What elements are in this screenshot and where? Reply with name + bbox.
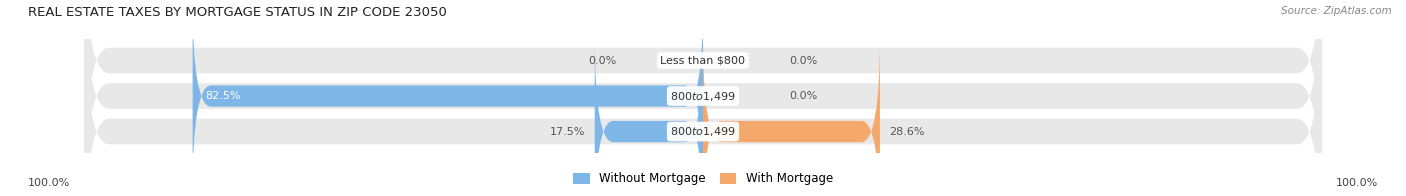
Text: 100.0%: 100.0% — [1336, 178, 1378, 188]
Legend: Without Mortgage, With Mortgage: Without Mortgage, With Mortgage — [568, 168, 838, 190]
FancyBboxPatch shape — [84, 0, 1322, 196]
Text: 17.5%: 17.5% — [550, 127, 585, 137]
Text: REAL ESTATE TAXES BY MORTGAGE STATUS IN ZIP CODE 23050: REAL ESTATE TAXES BY MORTGAGE STATUS IN … — [28, 6, 447, 19]
Text: $800 to $1,499: $800 to $1,499 — [671, 90, 735, 103]
Text: 82.5%: 82.5% — [205, 91, 240, 101]
FancyBboxPatch shape — [84, 2, 1322, 196]
Text: 0.0%: 0.0% — [588, 55, 616, 65]
Text: 0.0%: 0.0% — [790, 55, 818, 65]
FancyBboxPatch shape — [595, 36, 703, 196]
FancyBboxPatch shape — [703, 36, 880, 196]
Text: Less than $800: Less than $800 — [661, 55, 745, 65]
FancyBboxPatch shape — [193, 0, 703, 192]
Text: 28.6%: 28.6% — [889, 127, 925, 137]
Text: 100.0%: 100.0% — [28, 178, 70, 188]
FancyBboxPatch shape — [84, 0, 1322, 190]
Text: $800 to $1,499: $800 to $1,499 — [671, 125, 735, 138]
Text: Source: ZipAtlas.com: Source: ZipAtlas.com — [1281, 6, 1392, 16]
Text: 0.0%: 0.0% — [790, 91, 818, 101]
